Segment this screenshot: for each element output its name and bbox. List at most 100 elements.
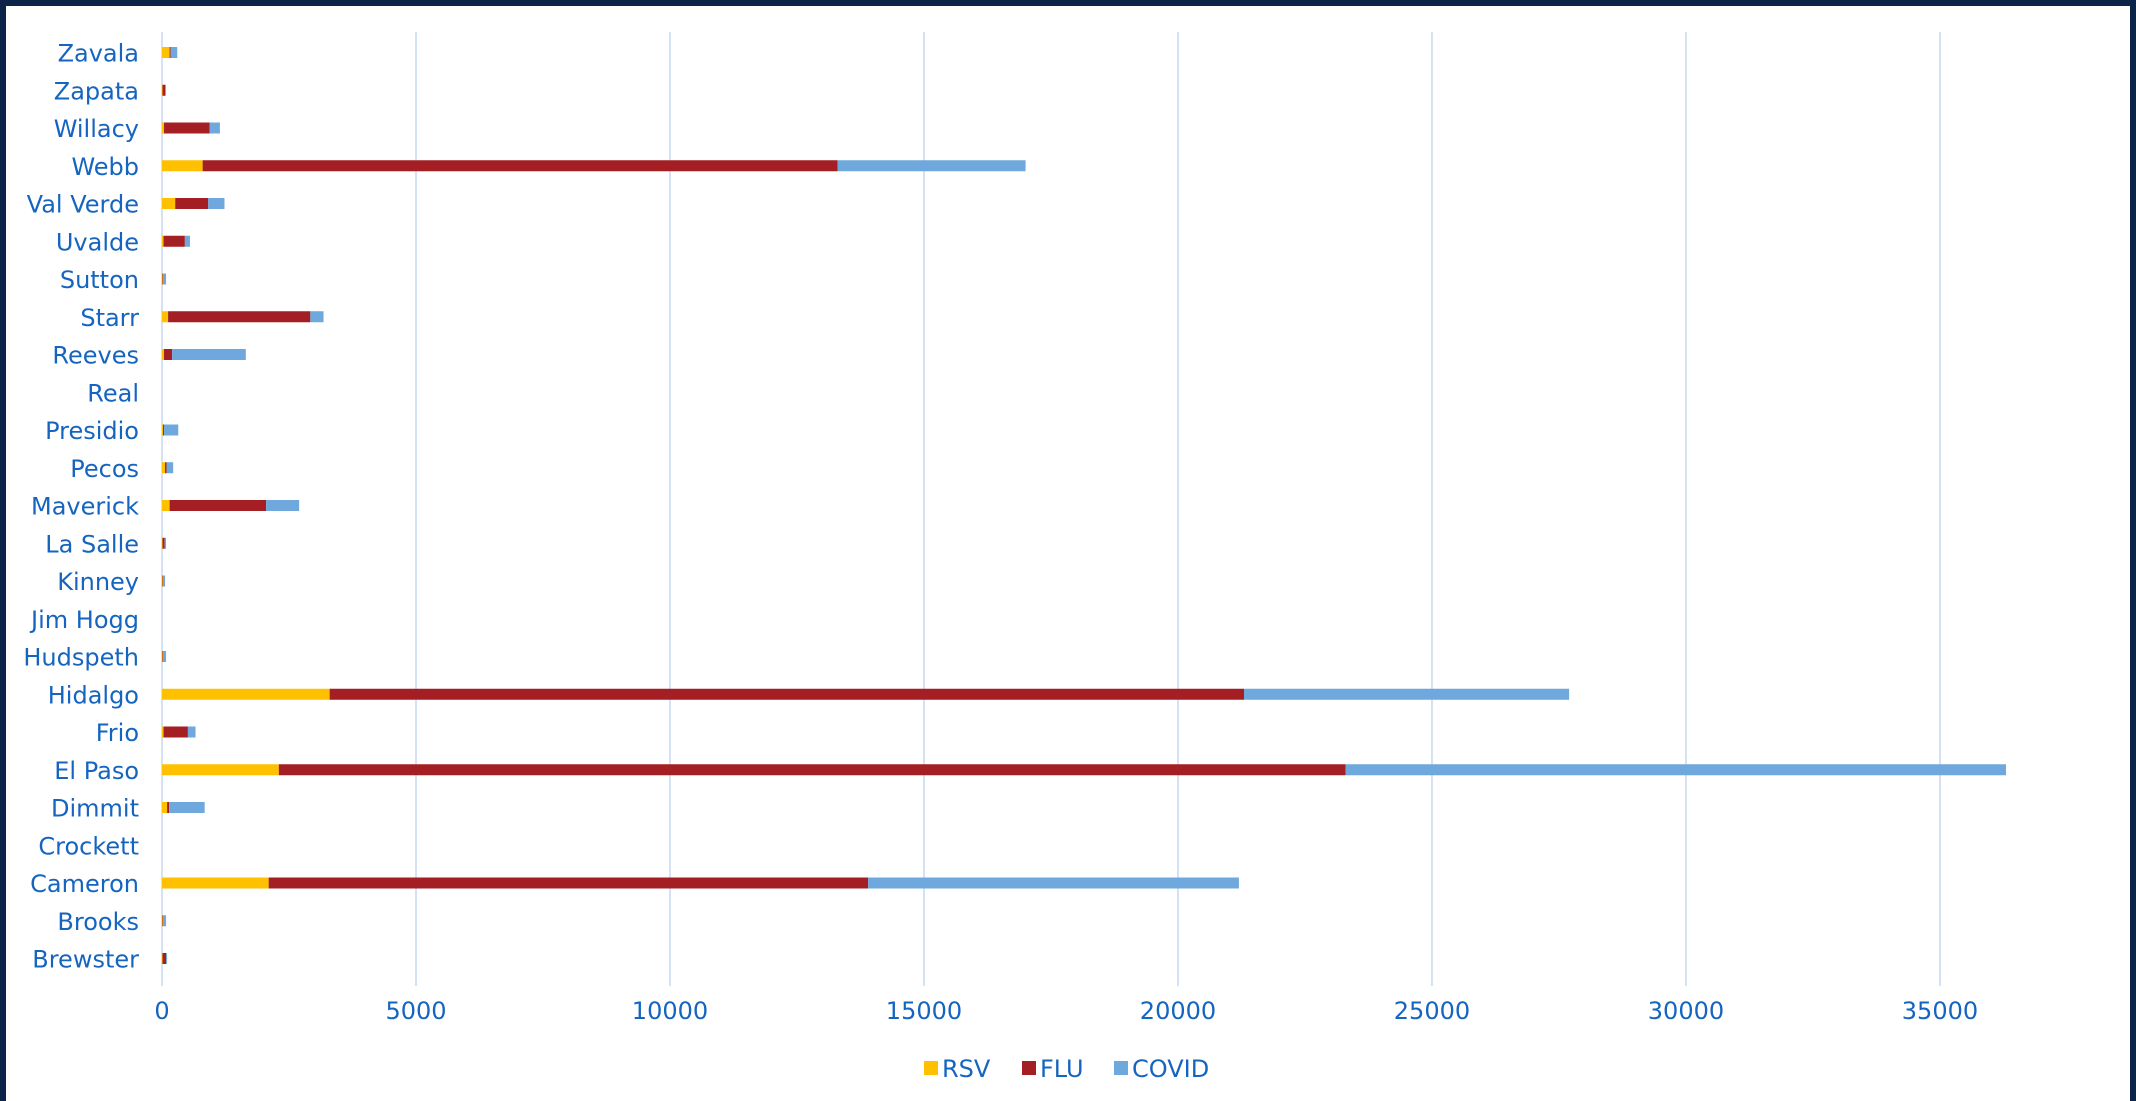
legend-swatch-covid xyxy=(1114,1061,1128,1075)
legend-swatch-flu xyxy=(1022,1061,1036,1075)
category-label: Sutton xyxy=(60,266,139,294)
bar-covid-reeves xyxy=(172,349,246,360)
bar-rsv-kinney xyxy=(162,575,163,587)
bar-rsv-hidalgo xyxy=(162,688,330,700)
x-tick-label: 35000 xyxy=(1902,997,1978,1025)
bar-flu-la-salle xyxy=(162,537,165,549)
bar-flu-presidio xyxy=(163,424,165,436)
x-tick-label: 25000 xyxy=(1394,997,1470,1025)
bar-rsv-sutton xyxy=(162,273,163,285)
bar-rsv-frio xyxy=(162,726,164,738)
category-label: Val Verde xyxy=(27,191,139,219)
bar-covid-hidalgo xyxy=(1244,688,1570,700)
bar-flu-maverick xyxy=(169,500,267,511)
bar-rsv-starr xyxy=(162,311,169,323)
bar-rsv-dimmit xyxy=(162,802,168,813)
category-label: Starr xyxy=(80,304,139,332)
category-label: Jim Hogg xyxy=(29,606,139,634)
bar-rsv-webb xyxy=(162,160,203,172)
category-label: Brewster xyxy=(32,946,139,974)
x-tick-labels: 0 5000 10000 15000 20000 25000 30000 35000 xyxy=(154,997,1978,1025)
category-label: Hidalgo xyxy=(48,681,139,709)
bar-rsv-hudspeth xyxy=(162,651,163,662)
category-label: Pecos xyxy=(70,455,139,483)
x-tick-label: 0 xyxy=(154,997,169,1025)
bar-covid-cameron xyxy=(868,877,1239,889)
bar-covid-pecos xyxy=(166,462,174,474)
bar-covid-zavala xyxy=(170,47,178,58)
bar-flu-pecos xyxy=(165,462,167,474)
bar-covid-maverick xyxy=(266,500,300,511)
bar-flu-brooks xyxy=(162,915,164,927)
chart-panel: Zavala Zapata Willacy Webb Val Verde Uvalde Su… xyxy=(6,6,2130,1101)
bar-rsv-el-paso xyxy=(162,764,279,776)
bars xyxy=(162,47,2006,964)
category-label: La Salle xyxy=(45,530,139,558)
bar-covid-uvalde xyxy=(184,235,190,247)
legend-swatch-rsv xyxy=(924,1061,938,1075)
category-label: Brooks xyxy=(57,908,139,936)
category-label: Presidio xyxy=(45,417,139,445)
bar-rsv-willacy xyxy=(162,122,165,134)
bar-covid-sutton xyxy=(163,273,167,285)
bar-flu-starr xyxy=(168,311,311,323)
legend: RSV FLU COVID xyxy=(924,1055,1209,1083)
legend-label-rsv: RSV xyxy=(942,1055,991,1083)
gridlines xyxy=(161,32,1941,986)
bar-rsv-uvalde xyxy=(162,235,164,247)
bar-flu-webb xyxy=(202,160,838,172)
bar-covid-willacy xyxy=(209,122,220,134)
bar-rsv-pecos xyxy=(162,462,166,474)
bar-flu-brewster xyxy=(162,953,167,964)
category-label: Zapata xyxy=(54,77,139,105)
bar-flu-kinney xyxy=(162,575,164,587)
bar-rsv-zavala xyxy=(162,47,170,58)
bar-rsv-cameron xyxy=(162,877,269,889)
bar-flu-zavala xyxy=(169,47,171,58)
category-label: Dimmit xyxy=(51,795,139,823)
bar-flu-hidalgo xyxy=(329,688,1245,700)
legend-label-covid: COVID xyxy=(1132,1055,1209,1083)
bar-covid-dimmit xyxy=(169,802,205,813)
bar-rsv-zapata xyxy=(162,84,163,96)
bar-covid-brewster xyxy=(166,953,168,964)
bar-rsv-reeves xyxy=(162,349,165,360)
bar-covid-hudspeth xyxy=(163,651,167,662)
category-label: Frio xyxy=(96,719,139,747)
x-tick-label: 10000 xyxy=(632,997,708,1025)
bar-flu-dimmit xyxy=(167,802,170,813)
x-tick-label: 5000 xyxy=(385,997,446,1025)
category-label: El Paso xyxy=(54,757,139,785)
bar-rsv-la-salle xyxy=(162,537,163,549)
category-label: Real xyxy=(87,379,139,407)
bar-flu-el-paso xyxy=(278,764,1346,776)
bar-covid-el-paso xyxy=(1345,764,2006,776)
category-labels: Zavala Zapata Willacy Webb Val Verde Uvalde Su… xyxy=(23,40,139,974)
x-tick-label: 15000 xyxy=(886,997,962,1025)
bar-covid-webb xyxy=(837,160,1026,172)
bar-flu-frio xyxy=(163,726,188,738)
bar-flu-hudspeth xyxy=(162,651,164,662)
category-label: Hudspeth xyxy=(23,644,139,672)
category-label: Reeves xyxy=(52,342,139,370)
category-label: Maverick xyxy=(31,493,139,521)
category-label: Cameron xyxy=(30,870,139,898)
category-label: Crockett xyxy=(38,832,139,860)
bar-flu-uvalde xyxy=(163,235,185,247)
legend-label-flu: FLU xyxy=(1040,1055,1084,1083)
bar-flu-cameron xyxy=(268,877,869,889)
bar-rsv-brooks xyxy=(162,915,163,927)
bar-covid-val-verde xyxy=(208,198,225,209)
category-label: Zavala xyxy=(58,40,139,68)
x-tick-label: 20000 xyxy=(1140,997,1216,1025)
bar-rsv-brewster xyxy=(162,953,163,964)
bar-flu-zapata xyxy=(162,84,166,96)
bar-rsv-val-verde xyxy=(162,198,176,209)
category-label: Kinney xyxy=(57,568,139,596)
bar-covid-frio xyxy=(187,726,196,738)
bar-flu-val-verde xyxy=(175,198,209,209)
category-label: Webb xyxy=(71,153,139,181)
bar-covid-starr xyxy=(310,311,324,323)
category-label: Uvalde xyxy=(56,228,139,256)
bar-rsv-maverick xyxy=(162,500,170,511)
